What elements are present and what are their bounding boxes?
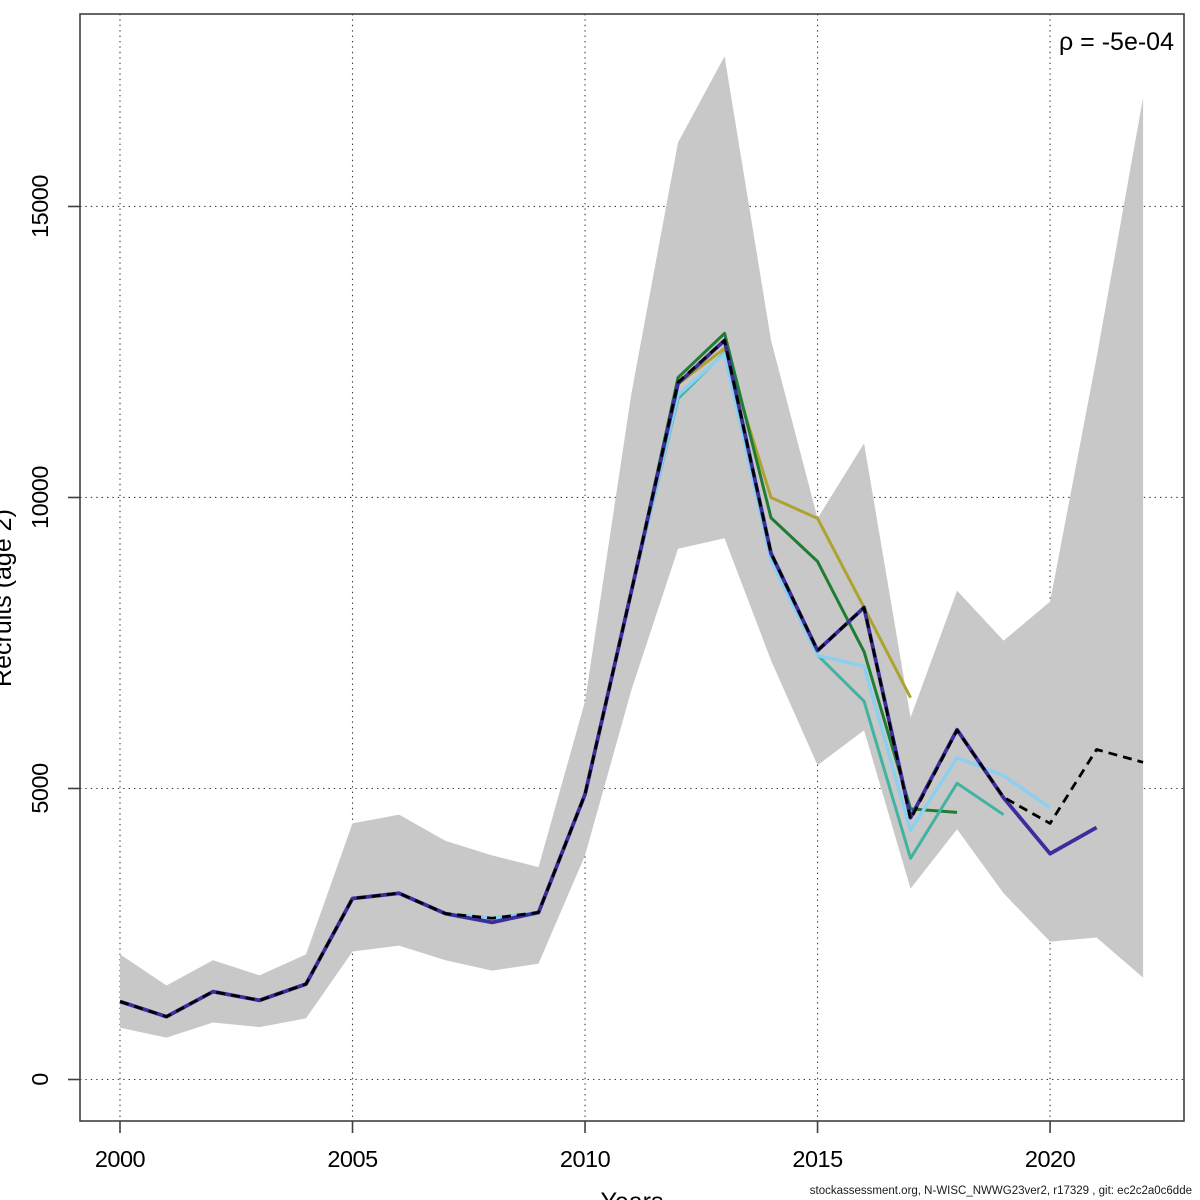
retro-peel-2020-line <box>119 352 1052 1019</box>
y-tick-label-10000: 10000 <box>27 466 53 529</box>
y-axis-title: Recruits (age 2) <box>0 509 17 687</box>
base-run-line <box>119 338 1144 1019</box>
x-tick-label-2015: 2015 <box>792 1146 843 1172</box>
x-tick-label-2000: 2000 <box>95 1146 146 1172</box>
plot-border <box>79 13 1185 1122</box>
x-axis-title: Years <box>522 1188 742 1200</box>
confidence-band <box>119 56 1144 1038</box>
attribution-text: stockassessment.org, N-WISC_NWWG23ver2, … <box>809 1185 1192 1197</box>
rho-annotation: ρ = -5e-04 <box>1059 28 1174 56</box>
x-tick-label-2020: 2020 <box>1025 1146 1076 1172</box>
x-tick-label-2010: 2010 <box>560 1146 611 1172</box>
x-tick-label-2005: 2005 <box>327 1146 378 1172</box>
y-tick-label-5000: 5000 <box>27 763 53 814</box>
y-tick-label-15000: 15000 <box>27 175 53 238</box>
y-tick-label-0: 0 <box>27 1073 53 1086</box>
